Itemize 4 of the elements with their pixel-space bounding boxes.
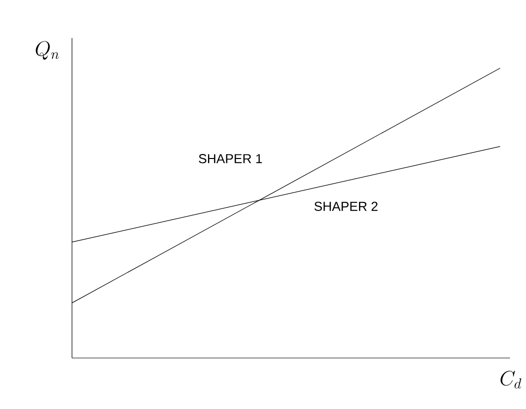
text: SHAPER 1 — [198, 154, 262, 164]
x-axis-title: $C_d$ — [500, 370, 522, 388]
series-label: SHAPER 2 — [314, 202, 378, 211]
y-axis-title: $Q_n$ — [36, 41, 59, 60]
